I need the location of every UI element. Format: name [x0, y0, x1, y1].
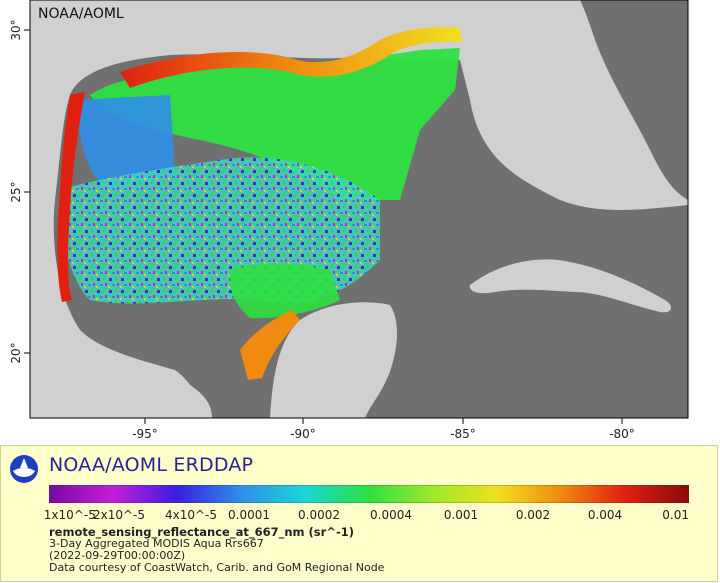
data-courtesy: Data courtesy of CoastWatch, Carib. and …	[49, 561, 385, 574]
colorbar-tick-label: 1x10^-5	[43, 508, 96, 522]
yucatan-land	[270, 302, 397, 418]
x-tick-label: -80°	[609, 427, 635, 441]
x-axis: -95° -90° -85° -80°	[132, 418, 635, 441]
colorbar-tick-label: 4x10^-5	[164, 508, 218, 522]
colorbar-tick-label: 0.0001	[228, 508, 270, 522]
data-shelf-north	[120, 27, 462, 88]
map-panel: -95° -90° -85° -80° 30° 25° 20° NOAA/AOML	[9, 0, 689, 441]
y-tick-label: 20°	[9, 342, 23, 363]
data-blue-west	[75, 95, 175, 190]
y-tick-label: 30°	[9, 19, 23, 40]
florida-land	[460, 25, 665, 206]
colorbar-tick-label: 0.0002	[298, 508, 340, 522]
colorbar-tick-labels: 1x10^-5 2x10^-5 4x10^-5 0.0001 0.0002 0.0004 0…	[1, 508, 719, 524]
plot-border	[29, 0, 689, 419]
atlantic-ocean-nodata	[580, 0, 688, 200]
colorbar-tick-label: 0.004	[587, 508, 623, 522]
colorbar	[49, 485, 689, 503]
colorbar-tick-label: 2x10^-5	[92, 508, 146, 522]
legend-description: remote_sensing_reflectance_at_667_nm (sr…	[49, 526, 384, 574]
noaa-logo-icon	[10, 455, 38, 483]
legend-title: NOAA/AOML ERDDAP	[49, 454, 254, 476]
timestamp: (2022-09-29T00:00:00Z)	[49, 549, 186, 562]
mexico-land	[30, 140, 212, 418]
dataset-name: 3-Day Aggregated MODIS Aqua Rrs667	[49, 537, 264, 550]
data-green-north	[90, 48, 460, 200]
colorbar-tick-label: 0.01	[662, 508, 689, 522]
y-tick-label: 25°	[9, 181, 23, 202]
colorbar-tick-label: 0.0004	[370, 508, 412, 522]
data-shelf-west	[57, 92, 85, 302]
x-tick-label: -90°	[290, 427, 316, 441]
corner-label: NOAA/AOML	[38, 6, 124, 22]
x-tick-label: -95°	[132, 427, 158, 441]
variable-name: remote_sensing_reflectance_at_667_nm (sr…	[49, 525, 354, 539]
legend-panel: NOAA/AOML ERDDAP 1x10^-5 2x10^-5 4x10^-5 0.…	[0, 445, 718, 582]
cuba-land	[469, 259, 672, 313]
map-graphic: -95° -90° -85° -80° 30° 25° 20° NOAA/AOML	[9, 0, 689, 441]
x-tick-label: -85°	[450, 427, 476, 441]
colorbar-tick-label: 0.001	[443, 508, 479, 522]
data-green-yucatan	[229, 263, 340, 319]
data-shelf-campeche	[240, 310, 300, 380]
y-axis: 30° 25° 20°	[9, 19, 30, 364]
colorbar-tick-label: 0.002	[515, 508, 551, 522]
